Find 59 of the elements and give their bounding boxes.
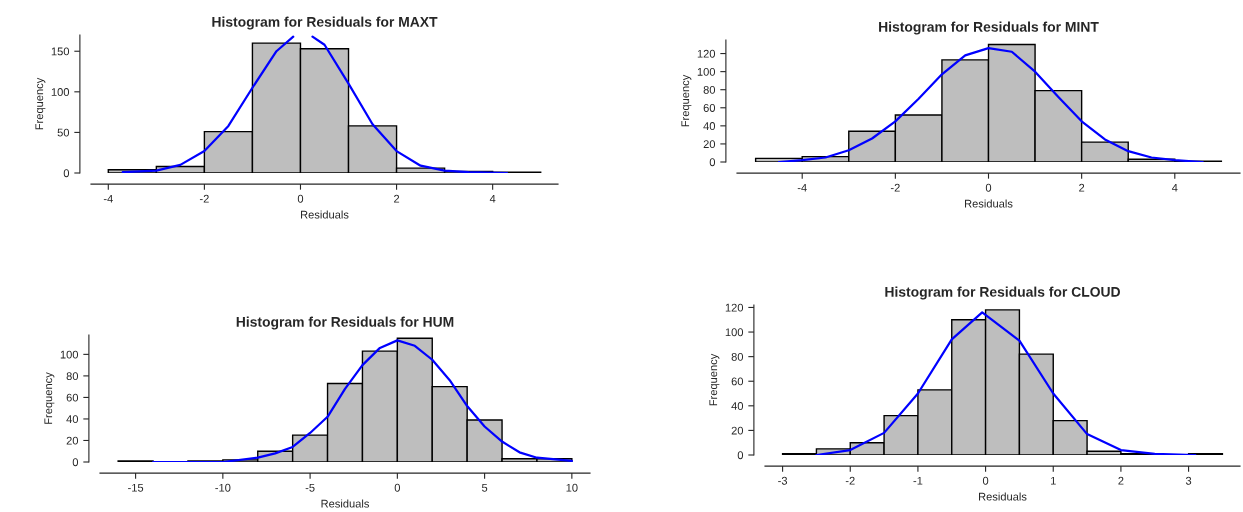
x-axis-title: Residuals bbox=[979, 492, 1027, 501]
y-tick-label: 80 bbox=[66, 372, 79, 381]
x-tick-label: -1 bbox=[913, 476, 923, 485]
x-tick-label: -2 bbox=[199, 194, 209, 203]
y-tick-label: 0 bbox=[709, 158, 716, 167]
y-tick-label: 60 bbox=[703, 104, 716, 112]
x-tick-label: 2 bbox=[1079, 183, 1085, 192]
y-axis-title: Frequency bbox=[35, 77, 46, 130]
x-tick-label: 4 bbox=[1171, 183, 1178, 192]
x-tick-label: 3 bbox=[1185, 476, 1192, 485]
y-tick-label: 0 bbox=[63, 169, 70, 178]
y-tick-label: 150 bbox=[51, 47, 70, 56]
x-tick-label: 10 bbox=[566, 483, 578, 492]
y-tick-label: 50 bbox=[57, 128, 70, 137]
x-tick-label: 2 bbox=[394, 194, 400, 203]
y-tick-label: 40 bbox=[703, 122, 716, 130]
x-tick-label: -3 bbox=[778, 476, 788, 485]
y-tick-label: 80 bbox=[703, 85, 716, 94]
x-tick-label: -5 bbox=[305, 483, 315, 492]
x-axis-title: Residuals bbox=[965, 199, 1013, 208]
x-tick-label: -10 bbox=[215, 483, 231, 492]
x-axis-title: Residuals bbox=[301, 210, 349, 219]
y-tick-label: 100 bbox=[51, 88, 70, 96]
y-tick-label: 100 bbox=[60, 350, 79, 359]
y-tick-label: 60 bbox=[66, 393, 79, 402]
chart-title: Histogram for Residuals for MAXT bbox=[212, 16, 438, 30]
x-tick-label: -2 bbox=[890, 183, 900, 192]
x-tick-label: -4 bbox=[103, 194, 113, 203]
x-tick-label: 2 bbox=[1118, 476, 1124, 485]
x-tick-label: -2 bbox=[845, 476, 855, 485]
x-tick-label: 0 bbox=[297, 194, 304, 203]
y-axis-title: Frequency bbox=[709, 353, 720, 406]
y-tick-label: 20 bbox=[66, 436, 79, 445]
chart-title: Histogram for Residuals for CLOUD bbox=[885, 286, 1120, 300]
y-tick-label: 100 bbox=[697, 67, 716, 76]
y-axis-title: Frequency bbox=[44, 372, 55, 424]
y-tick-label: 40 bbox=[66, 415, 79, 424]
x-tick-label: 0 bbox=[394, 483, 401, 492]
y-tick-label: 120 bbox=[725, 303, 744, 312]
y-tick-label: 20 bbox=[703, 140, 716, 149]
chart-title: Histogram for Residuals for HUM bbox=[236, 316, 454, 330]
y-tick-label: 0 bbox=[72, 458, 79, 467]
y-tick-label: 20 bbox=[731, 426, 744, 435]
y-tick-label: 80 bbox=[731, 352, 744, 361]
y-tick-label: 100 bbox=[725, 328, 744, 337]
x-tick-label: 0 bbox=[985, 183, 992, 192]
y-tick-label: 120 bbox=[697, 49, 716, 58]
x-tick-label: 5 bbox=[481, 483, 488, 492]
x-tick-label: -15 bbox=[128, 483, 144, 492]
y-tick-label: 0 bbox=[737, 451, 744, 460]
chart-title: Histogram for Residuals for MINT bbox=[879, 21, 1099, 35]
x-tick-label: 0 bbox=[982, 476, 989, 485]
x-tick-label: 4 bbox=[489, 194, 496, 203]
x-tick-label: -4 bbox=[797, 183, 807, 192]
x-axis-title: Residuals bbox=[321, 499, 369, 508]
x-tick-label: 1 bbox=[1051, 476, 1056, 485]
y-tick-label: 60 bbox=[731, 377, 744, 386]
y-tick-label: 40 bbox=[731, 402, 744, 410]
y-axis-title: Frequency bbox=[681, 74, 692, 127]
